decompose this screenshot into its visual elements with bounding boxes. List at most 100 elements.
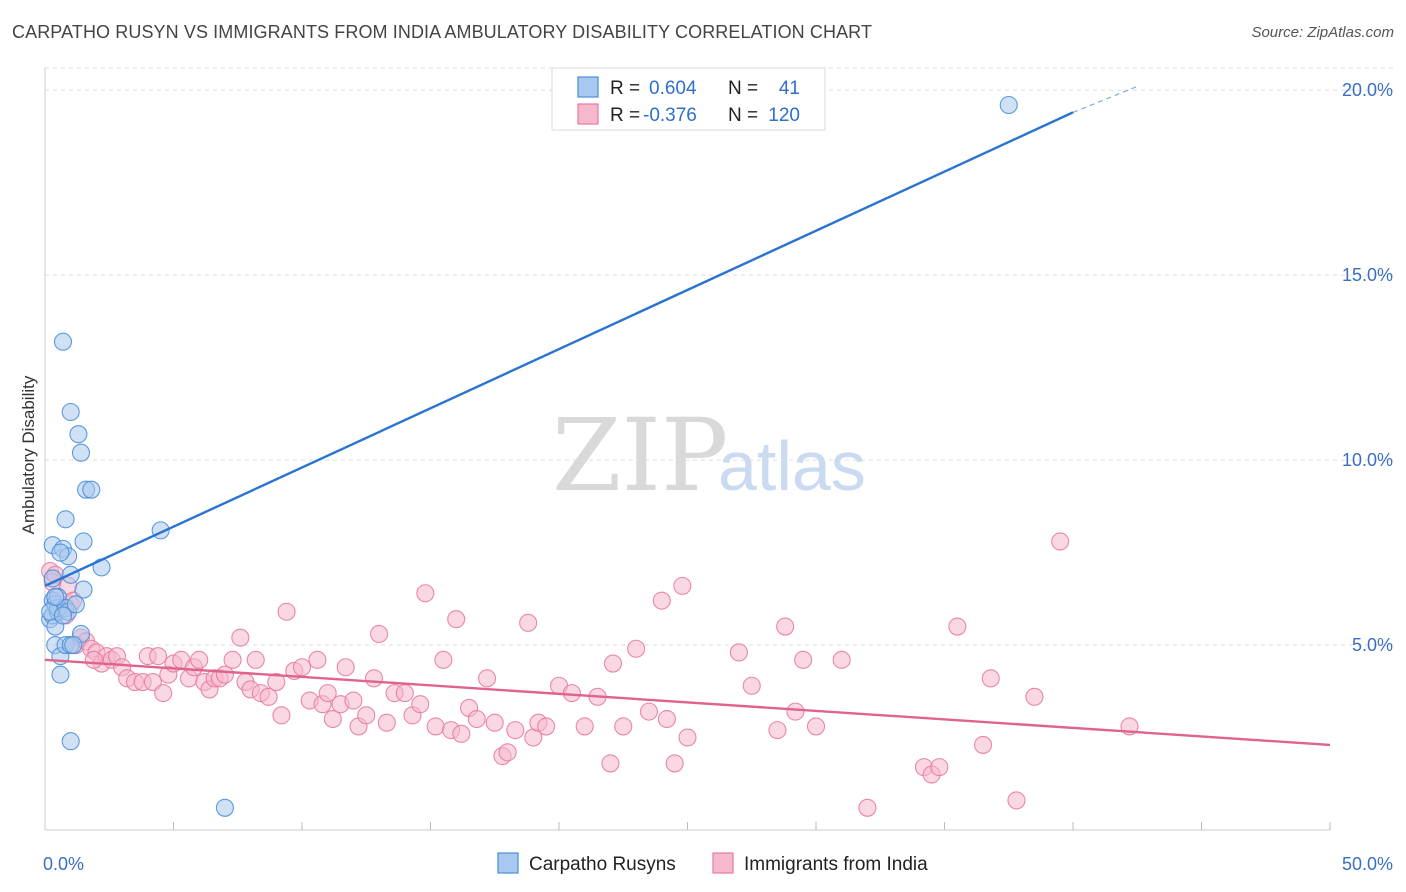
data-point [336,658,355,677]
watermark-atlas: atlas [718,427,866,505]
data-point [1051,532,1070,551]
data-point [231,628,250,647]
data-point [485,713,504,732]
data-point [776,617,795,636]
data-point [447,610,466,629]
stats-r-label-pink: R = [610,105,640,126]
series-legend-swatch-blue [497,852,519,874]
data-point [575,717,594,736]
x-tick-label-max: 50.0% [1342,854,1393,874]
data-point [149,647,168,666]
data-point [71,443,91,462]
data-point [69,425,88,444]
data-point [53,606,73,625]
watermark-zip: ZIP [552,397,728,514]
data-point [246,650,265,669]
stats-n-value-blue: 41 [779,78,800,99]
data-point [53,332,73,351]
data-point [74,580,93,599]
data-point [678,728,697,747]
data-point [434,650,453,669]
data-point [973,735,993,754]
data-point [614,717,633,736]
series-legend: Carpatho Rusyns Immigrants from India [497,852,928,875]
series-legend-label-blue: Carpatho Rusyns [529,854,676,875]
data-point [74,532,93,551]
data-point [357,706,376,725]
data-point [981,669,1000,688]
data-point [930,758,949,777]
data-point [61,732,80,751]
y-tick-labels: 5.0% 10.0% 15.0% 20.0% [1342,80,1393,655]
data-point [627,639,646,658]
data-point [323,709,342,729]
data-point [1025,687,1044,706]
trend-line-rusyn [44,111,1074,587]
rusyn-points [41,95,1018,817]
data-point [768,721,787,740]
data-point [601,754,620,773]
gridlines [45,67,1393,646]
data-point [858,798,877,817]
data-point [426,717,445,736]
data-point [639,702,659,721]
data-point [657,709,676,729]
data-point [272,706,291,725]
data-point [673,576,692,595]
data-point [806,717,826,736]
data-point [477,669,497,688]
x-ticks [173,822,1331,830]
trend-lines [44,85,1331,747]
stats-n-value-pink: 120 [768,105,800,126]
trend-line-india [44,658,1331,747]
stats-legend: R = 0.604 N = 41 R = -0.376 N = 120 [551,67,826,131]
data-point [370,624,389,644]
data-point [82,480,101,499]
stats-legend-swatch-pink [577,103,599,125]
data-point [665,754,684,773]
trend-line-rusyn-extension [1072,85,1138,113]
data-point [416,584,435,603]
data-point [344,691,363,710]
data-point [729,643,748,662]
data-point [395,684,414,703]
stats-n-label-pink: N = [728,105,758,126]
stats-r-value-pink: -0.376 [643,105,697,126]
data-point [143,672,162,692]
data-point [61,402,80,422]
y-axis-title: Ambulatory Disability [19,375,38,534]
data-point [948,617,967,636]
y-tick-label: 10.0% [1342,450,1393,470]
series-legend-label-pink: Immigrants from India [744,854,928,875]
y-tick-label: 5.0% [1352,635,1393,655]
data-point [519,613,538,632]
data-point [498,743,517,762]
data-point [51,665,70,684]
data-point [66,595,85,614]
data-point [832,650,851,669]
data-point [292,658,312,677]
data-point [318,684,337,703]
y-tick-label: 15.0% [1342,265,1393,285]
data-point [467,709,486,729]
data-point [56,510,75,529]
data-point [259,687,278,706]
data-point [215,798,234,817]
data-point [377,713,396,732]
data-point [1007,791,1026,810]
data-point [223,650,242,669]
data-point [51,543,70,562]
data-point [452,724,471,743]
data-point [603,654,623,673]
y-tick-label: 20.0% [1342,80,1393,100]
data-point [277,602,296,621]
data-point [537,717,556,736]
data-point [794,650,813,669]
data-point [46,587,65,607]
stats-n-label-blue: N = [728,78,758,99]
data-point [190,650,209,669]
data-point [742,676,761,695]
india-points [41,532,1139,817]
data-point [267,672,286,692]
